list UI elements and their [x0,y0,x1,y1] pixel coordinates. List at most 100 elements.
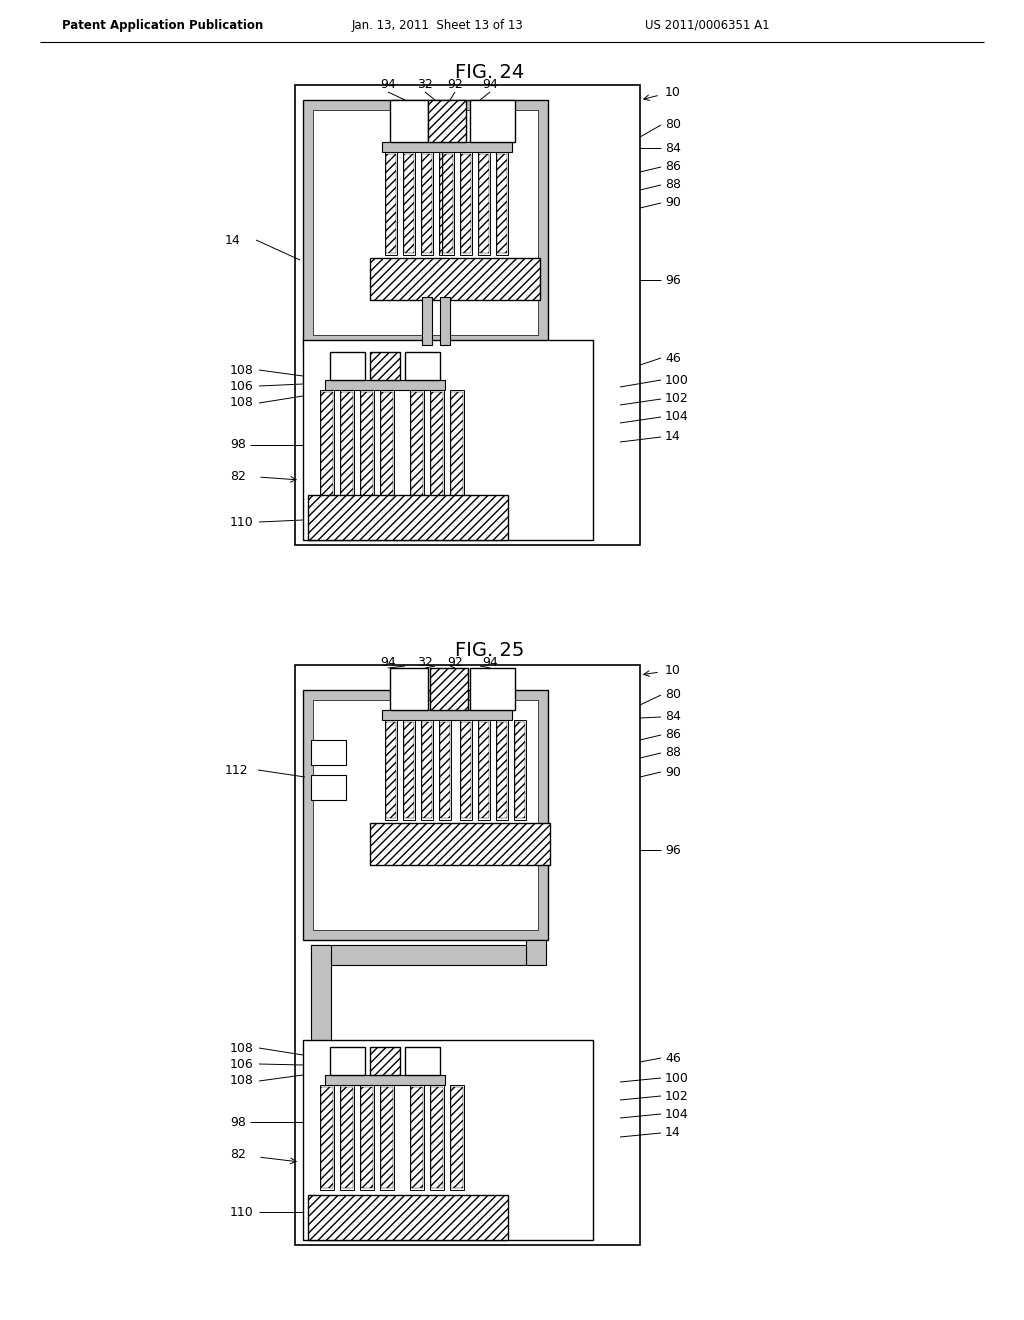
Bar [406,352,440,380]
Bar [295,84,640,545]
Text: 88: 88 [665,747,681,759]
Bar [380,1085,394,1191]
Bar [440,154,450,253]
Bar [385,152,397,255]
Text: 100: 100 [665,1072,689,1085]
Bar [440,297,450,345]
Bar [321,392,333,498]
Bar [478,152,490,255]
Bar [361,392,373,498]
Bar [497,154,507,253]
Bar [461,154,471,253]
Text: 80: 80 [665,689,681,701]
Text: 96: 96 [665,843,681,857]
Bar [411,1086,423,1188]
Bar [313,110,538,335]
Bar [319,1085,334,1191]
Text: 90: 90 [665,766,681,779]
Text: 108: 108 [230,363,254,376]
Bar [450,1085,464,1191]
Text: 112: 112 [225,763,249,776]
Text: Patent Application Publication: Patent Application Publication [62,18,263,32]
Text: 46: 46 [665,1052,681,1064]
Bar [382,143,512,152]
Bar [422,722,432,818]
Text: 10: 10 [665,664,681,676]
Bar [410,389,424,500]
Bar [514,719,526,820]
Bar [470,668,515,710]
Bar [421,152,433,255]
Text: US 2011/0006351 A1: US 2011/0006351 A1 [645,18,770,32]
Bar [380,389,394,500]
Bar [295,665,640,1245]
Text: 102: 102 [665,1089,689,1102]
Bar [390,100,428,143]
Bar [440,722,450,818]
Bar [404,722,414,818]
Bar [430,1085,444,1191]
Bar [340,389,354,500]
Text: 110: 110 [230,516,254,528]
Text: 82: 82 [230,1148,246,1162]
Bar [303,100,548,345]
Bar [311,945,331,1110]
Text: 94: 94 [380,656,396,668]
Bar [421,719,433,820]
Text: 90: 90 [665,197,681,210]
Text: 32: 32 [417,78,433,91]
Text: FIG. 24: FIG. 24 [456,62,524,82]
Bar [330,1047,365,1074]
Bar [461,722,471,818]
Bar [321,1086,333,1188]
Bar [360,1085,374,1191]
Text: 46: 46 [665,351,681,364]
Bar [308,1195,508,1239]
Bar [340,1085,354,1191]
Bar [370,1047,400,1074]
Bar [360,389,374,500]
Bar [460,719,472,820]
Bar [439,719,451,820]
Bar [403,152,415,255]
Bar [428,100,466,143]
Text: 96: 96 [665,273,681,286]
Bar [439,152,451,255]
Text: 84: 84 [665,710,681,723]
Bar [303,690,548,940]
Bar [411,392,423,498]
Text: 106: 106 [230,380,254,392]
Bar [311,400,526,420]
Bar [325,380,445,389]
Bar [311,775,346,800]
Bar [404,154,414,253]
Text: 10: 10 [665,86,681,99]
Text: 108: 108 [230,1041,254,1055]
Text: Jan. 13, 2011  Sheet 13 of 13: Jan. 13, 2011 Sheet 13 of 13 [352,18,523,32]
Text: 84: 84 [665,141,681,154]
Text: 104: 104 [665,1107,689,1121]
Bar [370,822,550,865]
Bar [403,719,415,820]
Text: 94: 94 [482,78,498,91]
Bar [422,154,432,253]
Bar [370,352,400,380]
Bar [385,719,397,820]
Text: 14: 14 [225,234,241,247]
Text: 92: 92 [447,656,463,668]
Bar [381,1086,393,1188]
Bar [341,1086,353,1188]
Bar [386,722,396,818]
Bar [497,722,507,818]
Text: 108: 108 [230,396,254,409]
Text: 14: 14 [665,430,681,444]
Bar [430,668,468,710]
Bar [381,392,393,498]
Bar [370,257,540,300]
Bar [406,1047,440,1074]
Text: 32: 32 [417,656,433,668]
Bar [451,392,463,498]
Text: 102: 102 [665,392,689,405]
Bar [451,1086,463,1188]
Text: 80: 80 [665,119,681,132]
